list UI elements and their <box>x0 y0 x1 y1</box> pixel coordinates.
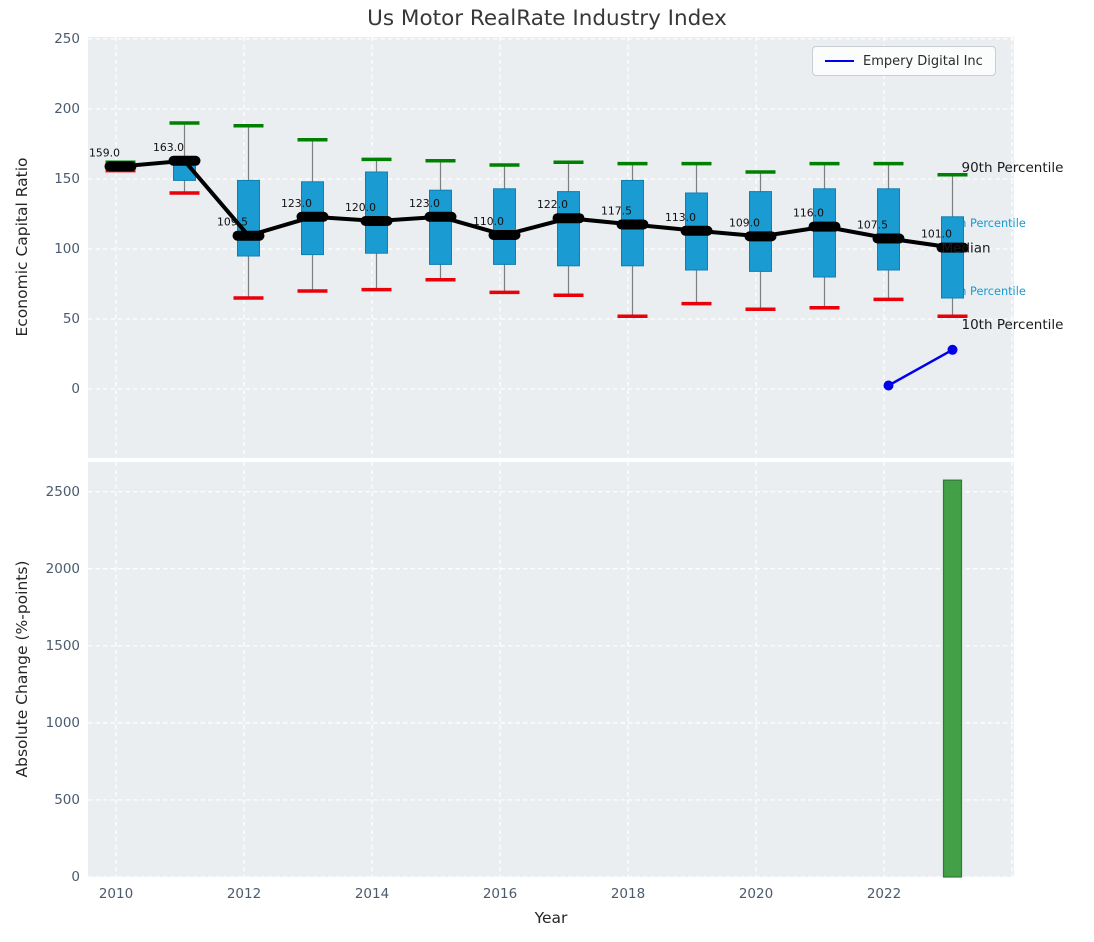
xtick-label: 2010 <box>98 886 134 902</box>
legend-label: Empery Digital Inc <box>863 53 983 69</box>
top-ytick-label: 250 <box>54 31 80 47</box>
median-marker <box>424 211 457 222</box>
median-marker <box>232 230 265 241</box>
top-ytick-label: 50 <box>62 311 80 327</box>
iqr-box <box>429 189 452 265</box>
company-line <box>887 348 954 387</box>
chart-title: Us Motor RealRate Industry Index <box>367 6 727 31</box>
top-axes: 75th Percentile 25th Percentile 90th Perce… <box>88 37 1063 458</box>
median-value-label: 116.0 <box>793 207 824 220</box>
median-value-label: 109.5 <box>217 216 248 229</box>
iqr-box <box>365 171 388 254</box>
median-marker <box>552 213 585 224</box>
top-ytick-label: 200 <box>54 101 80 117</box>
bottom-yaxis-title: Absolute Change (%-points) <box>13 560 31 778</box>
median-marker <box>744 231 777 242</box>
bottom-axes <box>88 462 1014 878</box>
median-marker <box>168 155 201 166</box>
xtick-label: 2016 <box>482 886 518 902</box>
median-marker <box>488 230 521 240</box>
bottom-ytick-label: 1000 <box>45 714 80 731</box>
label-10th-percentile: 10th Percentile <box>962 317 1064 333</box>
xtick-label: 2018 <box>610 886 646 902</box>
bottom-ytick-label: 0 <box>71 869 80 885</box>
top-ytick-label: 150 <box>54 171 80 187</box>
label-90th-percentile: 90th Percentile <box>962 160 1064 176</box>
median-value-label: 107.5 <box>857 219 888 232</box>
top-ytick-label: 0 <box>71 381 80 397</box>
legend-line-sample <box>825 60 854 62</box>
median-marker <box>296 211 329 222</box>
change-bar <box>942 479 963 878</box>
company-point <box>883 380 894 391</box>
median-marker <box>808 221 841 232</box>
xtick-label: 2012 <box>226 886 262 902</box>
median-value-label: 123.0 <box>281 197 312 210</box>
iqr-box <box>877 188 900 271</box>
median-marker <box>360 216 393 226</box>
median-value-label: 122.0 <box>537 198 568 211</box>
iqr-box <box>813 188 836 278</box>
median-value-label: 159.0 <box>89 146 120 159</box>
median-value-label: 117.5 <box>601 205 632 218</box>
iqr-box <box>493 188 516 265</box>
median-marker <box>872 233 905 244</box>
bottom-chart-svg <box>88 462 1014 878</box>
top-ytick-label: 100 <box>54 241 80 257</box>
xaxis-title: Year <box>534 909 568 927</box>
median-value-label: 163.0 <box>153 141 184 154</box>
xtick-label: 2020 <box>738 886 774 902</box>
label-median: Median <box>942 241 991 257</box>
bottom-ytick-label: 1500 <box>45 637 80 654</box>
legend: Empery Digital Inc <box>812 46 996 76</box>
iqr-box <box>941 216 964 299</box>
median-marker <box>936 242 969 253</box>
median-marker <box>680 225 713 236</box>
company-point <box>947 344 958 355</box>
median-value-label: 109.0 <box>729 216 760 229</box>
median-value-label: 120.0 <box>345 201 376 214</box>
xtick-label: 2022 <box>866 886 902 902</box>
median-marker <box>104 161 137 172</box>
median-value-label: 101.0 <box>921 228 952 241</box>
bottom-ytick-label: 500 <box>54 791 80 808</box>
bottom-ytick-label: 2000 <box>45 560 80 577</box>
bottom-ytick-label: 2500 <box>45 483 80 500</box>
median-value-label: 123.0 <box>409 197 440 210</box>
median-value-label: 110.0 <box>473 215 504 228</box>
median-marker <box>616 219 649 230</box>
median-value-label: 113.0 <box>665 211 696 224</box>
iqr-box <box>557 191 580 267</box>
xtick-label: 2014 <box>354 886 390 902</box>
